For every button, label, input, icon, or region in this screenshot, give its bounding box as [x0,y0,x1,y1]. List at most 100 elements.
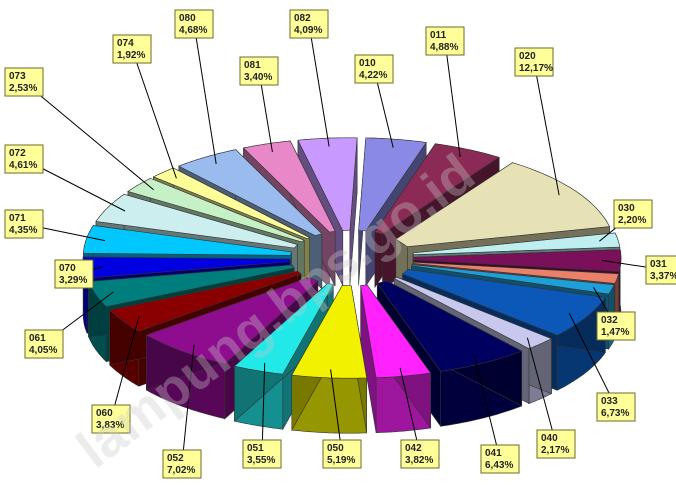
label-code: 073 [9,71,26,82]
label-box [4,67,44,97]
slice-051 [233,283,334,375]
label-code: 011 [430,30,447,41]
label-box [354,54,394,84]
label-box [425,26,465,56]
slice-032 [411,264,615,295]
label-code: 061 [29,333,46,344]
label-value: 3,55% [247,455,275,466]
label-value: 6,43% [485,460,513,471]
label-box [112,34,152,64]
label-box [162,449,202,479]
label-value: 1,47% [601,327,629,338]
label-code: 060 [96,408,113,419]
label-code: 051 [247,443,264,454]
label-value: 3,37% [650,271,676,282]
label-code: 033 [601,396,618,407]
label-code: 042 [405,443,422,454]
slice-081 [242,140,336,233]
slice-074 [152,167,311,240]
label-code: 074 [117,38,134,49]
leader-line-052 [181,344,195,465]
label-value: 2,53% [9,83,37,94]
leader-line-011 [444,40,461,158]
label-code: 082 [294,13,311,24]
leader-line-051 [261,362,266,455]
label-code: 080 [179,13,196,24]
label-code: 040 [541,433,558,444]
label-value: 3,29% [59,275,87,286]
leader-line-041 [473,355,501,460]
pie-top-faces [82,137,622,379]
slice-040 [393,276,553,349]
label-value: 4,35% [9,225,37,236]
slice-020 [395,162,610,248]
label-code: 050 [327,443,344,454]
label-code: 081 [244,60,261,71]
label-value: 4,61% [9,160,37,171]
leader-line-033 [568,313,617,408]
slice-unlabeled [412,261,619,284]
label-box [4,144,44,174]
label-box [322,439,362,469]
slice-041 [376,280,523,372]
label-box [596,392,636,422]
label-value: 5,19% [327,455,355,466]
slice-052 [145,277,319,365]
label-value: 12,17% [519,63,553,74]
label-box [174,9,214,39]
label-value: 4,88% [430,42,458,53]
label-box [400,439,440,469]
slice-082 [297,137,358,231]
label-code: 041 [485,448,502,459]
label-box [645,255,676,285]
label-code: 072 [9,148,26,159]
slice-030 [412,232,621,256]
slice-031 [413,249,622,272]
leader-line-080 [193,23,217,165]
label-box [54,259,94,289]
label-box [514,47,554,77]
label-value: 1,92% [117,50,145,61]
label-code: 030 [618,203,635,214]
label-box [4,209,44,239]
label-value: 4,09% [294,25,322,36]
leader-line-074 [131,48,177,179]
label-value: 2,17% [541,445,569,456]
label-value: 3,83% [96,420,124,431]
label-box [480,444,520,474]
label-value: 3,40% [244,72,272,83]
label-box [242,439,282,469]
label-box [91,404,131,434]
slice-073 [127,178,305,243]
label-value: 4,22% [359,70,387,81]
leader-line-040 [526,337,557,445]
label-value: 3,82% [405,455,433,466]
slice-010 [358,137,427,232]
label-code: 031 [650,259,667,270]
label-box [536,429,576,459]
label-value: 6,73% [601,408,629,419]
label-code: 010 [359,58,376,69]
label-code: 052 [167,453,184,464]
